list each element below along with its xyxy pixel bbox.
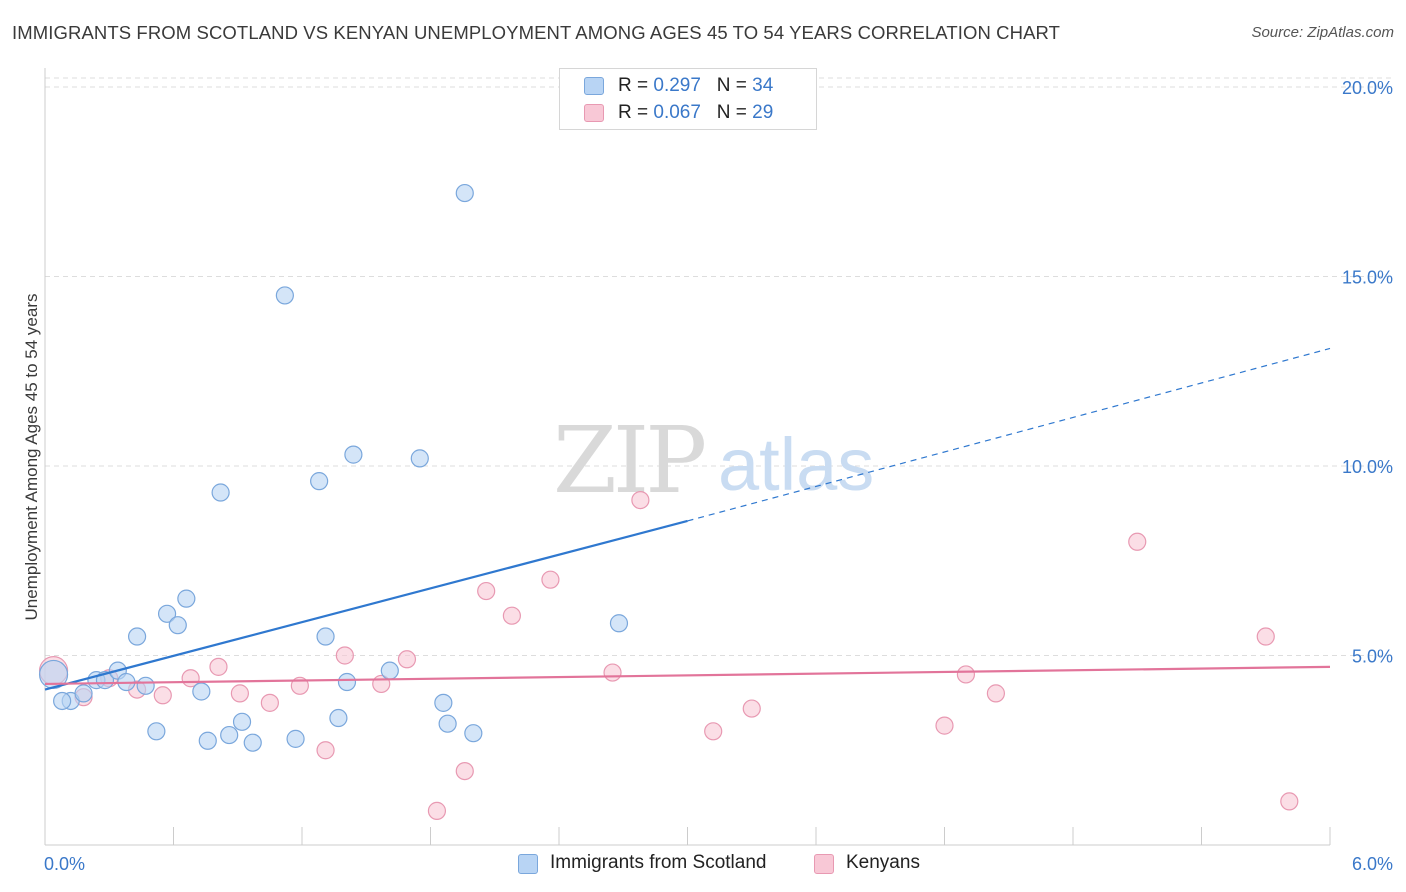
- y-tick-label: 20.0%: [1342, 78, 1393, 98]
- legend-r-label: R =: [618, 75, 654, 96]
- scotland-point: [438, 714, 457, 733]
- x-tick-label: 0.0%: [44, 854, 85, 874]
- kenyans-point: [316, 741, 335, 760]
- scotland-point: [53, 691, 72, 711]
- scotland-point: [220, 725, 239, 745]
- kenyans-point: [631, 490, 650, 510]
- y-tick-label: 5.0%: [1352, 646, 1393, 666]
- kenyans-point: [1280, 792, 1299, 811]
- kenyans-point: [541, 570, 560, 589]
- kenyans-point: [502, 606, 521, 625]
- scotland-point: [74, 684, 93, 703]
- scotland-point: [316, 627, 335, 646]
- scotland-point: [192, 682, 211, 701]
- kenyans-point: [956, 665, 976, 684]
- chart-source: Source: ZipAtlas.com: [1251, 24, 1394, 41]
- kenyans-point: [455, 761, 474, 781]
- y-tick-label: 10.0%: [1342, 457, 1393, 477]
- legend-swatch-scotland: [584, 77, 604, 95]
- kenyans-point: [742, 699, 761, 718]
- kenyans-trendline: [44, 665, 1331, 686]
- kenyans-point: [209, 657, 228, 676]
- chart-title: IMMIGRANTS FROM SCOTLAND VS KENYAN UNEMP…: [12, 22, 1061, 43]
- scotland-point: [157, 604, 177, 623]
- scotland-point: [455, 183, 474, 203]
- kenyans-point: [986, 684, 1006, 703]
- correlation-legend: R = 0.297 N = 34 R = 0.067 N = 29: [559, 68, 817, 130]
- kenyans-point: [1256, 627, 1275, 646]
- scotland-point: [136, 676, 155, 695]
- watermark-atlas: atlas: [718, 423, 874, 506]
- legend-r-value: 0.297: [653, 75, 701, 96]
- kenyans-point: [427, 801, 447, 820]
- legend-r-label: R =: [618, 102, 654, 123]
- kenyans-point: [335, 646, 354, 665]
- legend-swatch-scotland: [518, 854, 538, 874]
- scotland-point: [344, 445, 363, 464]
- scotland-point: [464, 724, 483, 743]
- scotland-point: [310, 472, 329, 491]
- scotland-point: [380, 661, 399, 680]
- kenyans-point: [260, 693, 279, 712]
- scotland-point: [243, 733, 262, 752]
- scotland-point: [329, 708, 348, 728]
- legend-n-label: N =: [716, 102, 753, 123]
- kenyans-point: [1128, 532, 1147, 551]
- legend-label-kenyans: Kenyans: [846, 852, 920, 873]
- scotland-point: [232, 712, 252, 731]
- kenyans-point: [230, 684, 249, 703]
- legend-swatch-kenyans: [584, 104, 604, 122]
- scotland-point: [286, 729, 305, 748]
- scotland-point: [127, 627, 147, 646]
- scotland-point: [410, 449, 429, 468]
- scotland-point: [609, 614, 629, 633]
- y-tick-label: 15.0%: [1342, 267, 1393, 287]
- scotland-point: [337, 672, 357, 692]
- legend-n-value: 29: [752, 102, 774, 123]
- x-tick-label: 6.0%: [1352, 854, 1393, 874]
- scotland-point: [434, 693, 453, 712]
- watermark-zip: ZIP: [553, 407, 704, 514]
- scotland-point: [198, 731, 217, 750]
- kenyans-point: [603, 663, 622, 682]
- legend-n-label: N =: [716, 75, 753, 96]
- legend-r-value: 0.067: [653, 102, 701, 123]
- scotland-point: [168, 616, 187, 635]
- scotland-point: [177, 589, 196, 608]
- series-legend: Immigrants from Scotland Kenyans: [0, 850, 1406, 878]
- legend-label-scotland: Immigrants from Scotland: [550, 852, 767, 873]
- kenyans-point: [935, 716, 954, 735]
- scotland-point: [275, 286, 294, 305]
- scotland-point: [147, 722, 166, 741]
- scotland-point: [211, 483, 230, 502]
- kenyans-point: [704, 722, 723, 741]
- legend-swatch-kenyans: [814, 854, 834, 874]
- kenyans-point: [477, 581, 496, 601]
- scotland-trendline-extension: [687, 347, 1331, 522]
- scotland-trendline: [44, 519, 688, 691]
- legend-n-value: 34: [752, 75, 774, 96]
- kenyans-point: [397, 650, 417, 669]
- kenyans-point: [153, 686, 172, 705]
